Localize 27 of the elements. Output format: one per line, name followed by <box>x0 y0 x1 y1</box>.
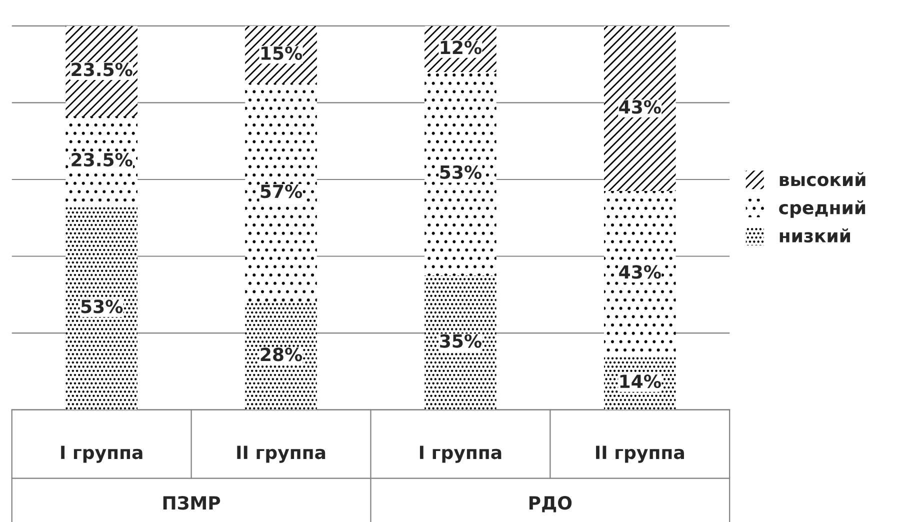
legend-label: высокий <box>780 172 866 186</box>
data-label: 23.5% <box>72 152 132 166</box>
x-tick-label: I группа <box>61 446 142 463</box>
bar <box>604 26 676 192</box>
bar <box>245 302 317 410</box>
data-label: 23.5% <box>72 62 132 76</box>
data-label: 53% <box>81 300 123 314</box>
bar <box>424 72 496 276</box>
data-label: 43% <box>619 100 661 114</box>
data-label: 43% <box>619 265 661 279</box>
data-label: 35% <box>440 334 482 348</box>
legend-label: низкий <box>780 228 850 242</box>
x-tick-label: II группа <box>237 446 326 463</box>
bar <box>245 84 317 302</box>
data-label: 57% <box>260 184 302 198</box>
text: РДО <box>529 496 572 512</box>
x-tick-label: I группа <box>420 446 502 463</box>
bar <box>66 206 138 410</box>
data-label: 12% <box>440 40 482 54</box>
data-label: 53% <box>440 165 482 179</box>
data-label: 28% <box>260 348 302 362</box>
data-label: 15% <box>261 46 302 60</box>
bar <box>424 275 496 410</box>
x-tick-label: II группа <box>596 446 684 463</box>
legend-label: средний <box>779 200 866 218</box>
data-label: 14% <box>620 374 661 388</box>
text: ПЗМР <box>163 496 220 510</box>
